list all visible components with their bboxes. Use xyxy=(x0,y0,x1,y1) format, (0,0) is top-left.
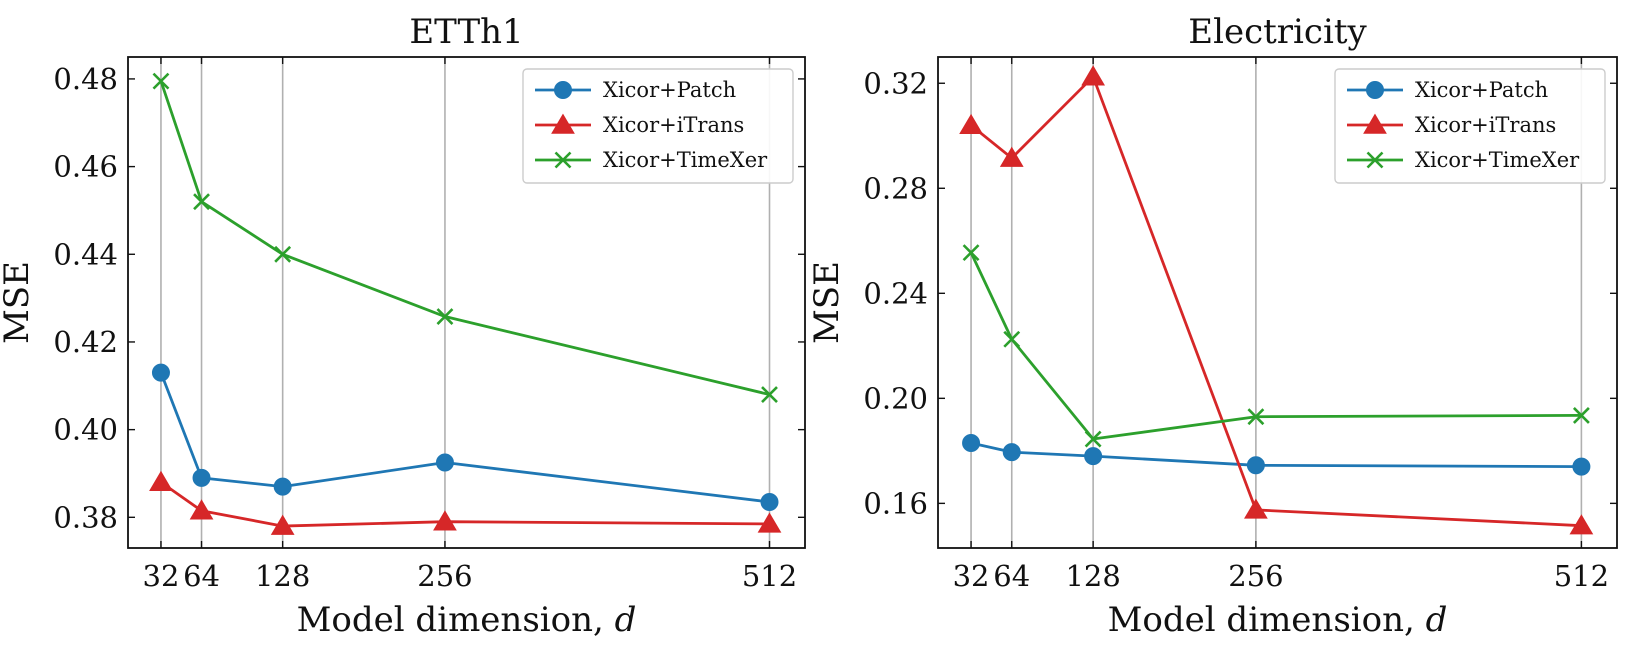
data-point xyxy=(1572,406,1590,424)
y-axis-label: MSE xyxy=(807,261,847,344)
data-point xyxy=(1003,330,1021,348)
legend-item: Xicor+iTrans xyxy=(1347,113,1556,137)
legend-box xyxy=(1334,68,1606,184)
data-point xyxy=(152,72,170,90)
series-line xyxy=(160,481,770,528)
axes-frame xyxy=(937,56,1618,549)
series-xicor-patch xyxy=(151,363,779,511)
data-point xyxy=(151,363,170,382)
legend-item: Xicor+TimeXer xyxy=(535,148,768,172)
x-tick-label: 32 xyxy=(143,559,180,593)
y-tick-label: 0.40 xyxy=(53,413,118,447)
legend-label: Xicor+Patch xyxy=(1415,78,1548,102)
data-point xyxy=(962,433,981,452)
data-point xyxy=(436,308,454,325)
series-xicor-timexer xyxy=(152,72,778,403)
data-point xyxy=(435,453,454,472)
data-point xyxy=(1246,456,1265,475)
chart-title: ETTh1 xyxy=(409,12,523,52)
data-point xyxy=(1081,65,1106,86)
legend-label: Xicor+Patch xyxy=(603,78,736,102)
x-tick-label: 64 xyxy=(993,559,1030,593)
data-point xyxy=(273,477,292,496)
series-xicor-itrans xyxy=(959,65,1594,535)
data-point xyxy=(270,514,295,535)
legend-label: Xicor+iTrans xyxy=(603,113,744,137)
x-axis-label: Model dimension, d xyxy=(1108,600,1448,640)
legend-item: Xicor+Patch xyxy=(535,78,736,102)
axes-frame xyxy=(127,56,806,549)
series-xicor-itrans xyxy=(149,470,782,535)
y-tick-label: 0.44 xyxy=(53,237,118,271)
data-point xyxy=(433,510,457,531)
data-point xyxy=(149,470,173,491)
x-tick-label: 32 xyxy=(953,559,990,593)
x-axis-label: Model dimension, d xyxy=(297,600,637,640)
legend-item: Xicor+iTrans xyxy=(535,113,744,137)
legend-marker xyxy=(554,151,572,169)
y-tick-label: 0.42 xyxy=(53,325,118,359)
x-tick-label: 128 xyxy=(255,559,310,593)
y-tick-label: 0.46 xyxy=(53,150,118,184)
series-line xyxy=(159,372,770,504)
data-point xyxy=(999,146,1024,167)
data-point xyxy=(757,512,782,533)
data-point xyxy=(760,492,779,511)
legend-marker xyxy=(1366,151,1384,169)
data-point xyxy=(1572,457,1591,476)
series-line xyxy=(969,252,1582,441)
legend-marker xyxy=(1363,113,1387,134)
x-tick-label: 512 xyxy=(742,559,797,593)
y-tick-label: 0.32 xyxy=(863,66,928,100)
data-point xyxy=(189,499,214,520)
data-point xyxy=(192,468,211,487)
data-point xyxy=(1247,408,1265,426)
data-point xyxy=(962,244,980,262)
chart-panel-1: 32 64 128 256 512 0.38 0.40 0.42 0.44 0.46 0.48 ETT… xyxy=(0,12,806,640)
data-point xyxy=(1084,430,1102,448)
data-point xyxy=(1569,514,1594,535)
data-point xyxy=(1002,443,1021,462)
chart-panel-2: 32 64 128 256 512 0.16 0.20 0.24 0.28 0.32 Electri… xyxy=(807,12,1618,640)
legend-marker xyxy=(554,81,572,99)
y-tick-label: 0.20 xyxy=(863,381,928,415)
legend-marker xyxy=(551,113,575,134)
legend-label: Xicor+TimeXer xyxy=(603,148,768,172)
series-xicor-patch xyxy=(962,433,1591,476)
x-tick-label: 256 xyxy=(417,559,472,593)
data-point xyxy=(1244,498,1268,519)
series-line xyxy=(970,441,1582,469)
data-point xyxy=(1084,447,1103,466)
legend-marker xyxy=(1366,81,1384,99)
legend-item: Xicor+TimeXer xyxy=(1347,148,1580,172)
legend: Xicor+Patch Xicor+iTrans Xicor+TimeXer xyxy=(1334,68,1606,184)
y-axis-label: MSE xyxy=(0,261,37,344)
data-point xyxy=(193,193,210,211)
data-point xyxy=(959,113,983,135)
legend-label: Xicor+iTrans xyxy=(1415,113,1556,137)
series-xicor-timexer xyxy=(962,244,1590,448)
data-point xyxy=(761,386,778,403)
data-point xyxy=(274,245,292,263)
x-tick-label: 256 xyxy=(1228,559,1283,593)
y-tick-label: 0.16 xyxy=(863,486,928,520)
y-tick-label: 0.48 xyxy=(53,62,118,96)
x-tick-label: 512 xyxy=(1554,559,1609,593)
x-tick-label: 64 xyxy=(183,559,220,593)
y-tick-label: 0.28 xyxy=(863,171,928,205)
y-tick-label: 0.38 xyxy=(53,500,118,534)
legend: Xicor+Patch Xicor+iTrans Xicor+TimeXer xyxy=(522,68,794,184)
legend-item: Xicor+Patch xyxy=(1347,78,1548,102)
x-tick-label: 128 xyxy=(1065,559,1120,593)
legend-label: Xicor+TimeXer xyxy=(1415,148,1580,172)
chart-title: Electricity xyxy=(1188,12,1367,52)
legend-box xyxy=(522,68,794,184)
y-tick-label: 0.24 xyxy=(863,276,928,310)
